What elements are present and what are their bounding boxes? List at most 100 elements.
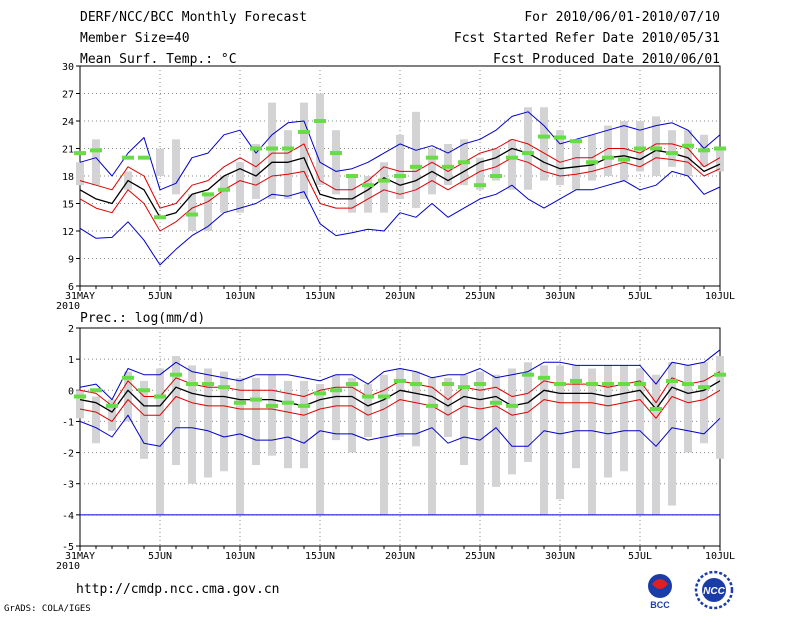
prec-observed-mark xyxy=(458,385,470,390)
prec-observed-mark xyxy=(90,388,102,393)
prec-spread-box xyxy=(556,365,564,500)
temp-spread-box xyxy=(172,139,180,195)
prec-spread-box xyxy=(92,396,100,444)
temp-observed-mark xyxy=(410,164,422,169)
prec-spread-box xyxy=(172,356,180,466)
temp-spread-box xyxy=(572,139,580,190)
prec-ytick-label: 1 xyxy=(68,355,74,366)
prec-observed-mark xyxy=(154,394,166,399)
prec-observed-mark xyxy=(330,388,342,393)
forecast-title: DERF/NCC/BCC Monthly Forecast xyxy=(80,10,307,25)
temp-panel: 6 9 12 15 18 21 24 27 30 31MAY 5JUN 10JUN 15JUN 20JUN… xyxy=(56,62,735,312)
temp-spread-box xyxy=(620,121,628,181)
temp-observed-mark xyxy=(634,146,646,151)
forecast-period: For 2010/06/01-2010/07/10 xyxy=(524,10,720,25)
prec-observed-mark xyxy=(538,375,550,380)
temp-spread-box xyxy=(156,148,164,176)
temp-observed-mark xyxy=(298,130,310,134)
prec-spread-box xyxy=(412,371,420,447)
temp-xtick-label: 5JUN xyxy=(148,291,172,302)
fcst-started-date: Fcst Started Refer Date 2010/05/31 xyxy=(453,31,720,46)
temp-observed-mark xyxy=(618,157,630,162)
temp-observed-mark xyxy=(154,215,166,220)
prec-ytick-label: -1 xyxy=(62,417,74,428)
prec-spread-box xyxy=(508,368,516,475)
prec-observed-mark xyxy=(218,385,230,390)
temp-observed-mark xyxy=(378,178,390,183)
prec-spread-box xyxy=(460,374,468,466)
temp-observed-mark xyxy=(698,148,710,153)
prec-xtick-label: 15JUN xyxy=(305,551,335,562)
temp-xtick-label: 20JUN xyxy=(385,291,415,302)
prec-observed-mark xyxy=(138,388,150,393)
temp-spread-box xyxy=(652,116,660,176)
temp-observed-mark xyxy=(650,146,662,151)
temp-observed-mark xyxy=(666,151,678,156)
prec-spread-box xyxy=(700,362,708,444)
temp-spread-box xyxy=(284,130,292,199)
temp-ytick-label: 12 xyxy=(62,227,74,238)
fcst-produced-date: Fcst Produced Date 2010/06/01 xyxy=(493,52,720,67)
prec-observed-mark xyxy=(298,403,310,408)
prec-observed-mark xyxy=(362,394,374,399)
prec-mean-lower-line xyxy=(79,389,721,422)
temp-xtick-label: 10JUL xyxy=(705,291,735,302)
temp-observed-mark xyxy=(586,160,598,165)
temp-xtick-label: 10JUN xyxy=(225,291,255,302)
prec-observed-mark xyxy=(666,378,678,383)
prec-observed-mark xyxy=(570,378,582,383)
temp-observed-mark xyxy=(122,155,134,160)
prec-spread-box xyxy=(620,365,628,472)
prec-spread-box xyxy=(76,390,84,419)
prec-spread-box xyxy=(716,356,724,459)
temp-observed-mark xyxy=(458,160,470,165)
temp-observed-mark xyxy=(218,187,230,192)
temp-observed-mark xyxy=(250,146,262,151)
temp-spread-box xyxy=(236,162,244,213)
temp-ytick-label: 15 xyxy=(62,200,74,211)
temp-observed-mark xyxy=(602,155,614,160)
prec-observed-mark xyxy=(634,382,646,387)
temp-observed-mark xyxy=(538,134,550,139)
prec-observed-mark xyxy=(682,382,694,387)
prec-ytick-label: -4 xyxy=(62,511,74,522)
temp-spread-box xyxy=(316,93,324,186)
source-url[interactable]: http://cmdp.ncc.cma.gov.cn xyxy=(76,582,280,597)
prec-spread-box xyxy=(572,365,580,469)
temp-observed-mark xyxy=(442,164,454,169)
prec-spread-box xyxy=(364,384,372,437)
prec-spread-box xyxy=(268,374,276,456)
temp-spread-box xyxy=(668,130,676,167)
prec-observed-mark xyxy=(714,372,726,377)
prec-xtick-label: 30JUN xyxy=(545,551,575,562)
prec-observed-mark xyxy=(346,382,358,387)
prec-observed-mark xyxy=(106,403,118,408)
prec-observed-mark xyxy=(554,382,566,387)
prec-observed-mark xyxy=(74,394,86,399)
temp-panel-title: Mean Surf. Temp.: °C xyxy=(80,52,237,67)
prec-observed-mark xyxy=(250,397,262,402)
prec-observed-mark xyxy=(202,382,214,387)
prec-xtick-label: 5JUL xyxy=(628,551,652,562)
prec-spread-box xyxy=(156,368,164,515)
temp-xtick-label: 25JUN xyxy=(465,291,495,302)
prec-spread-box xyxy=(204,368,212,478)
temp-spread-box xyxy=(396,134,404,199)
temp-observed-mark xyxy=(570,139,582,144)
prec-ensemble-max-line xyxy=(79,349,721,401)
prec-spread-box xyxy=(332,374,340,441)
temp-spread-box xyxy=(524,107,532,190)
prec-spread-box xyxy=(652,374,660,515)
grads-credit: GrADS: COLA/IGES xyxy=(4,604,91,614)
temp-observed-mark xyxy=(506,155,518,160)
prec-observed-mark xyxy=(234,400,246,405)
temp-ensemble-min-line xyxy=(79,170,721,266)
ncc-logo: NCC xyxy=(694,570,734,610)
prec-observed-mark xyxy=(522,372,534,377)
temp-observed-mark xyxy=(490,174,502,178)
temp-spread-box xyxy=(204,194,212,231)
temp-xtick-label: 15JUN xyxy=(305,291,335,302)
temp-spread-box xyxy=(380,162,388,213)
prec-ytick-label: -2 xyxy=(62,449,74,460)
